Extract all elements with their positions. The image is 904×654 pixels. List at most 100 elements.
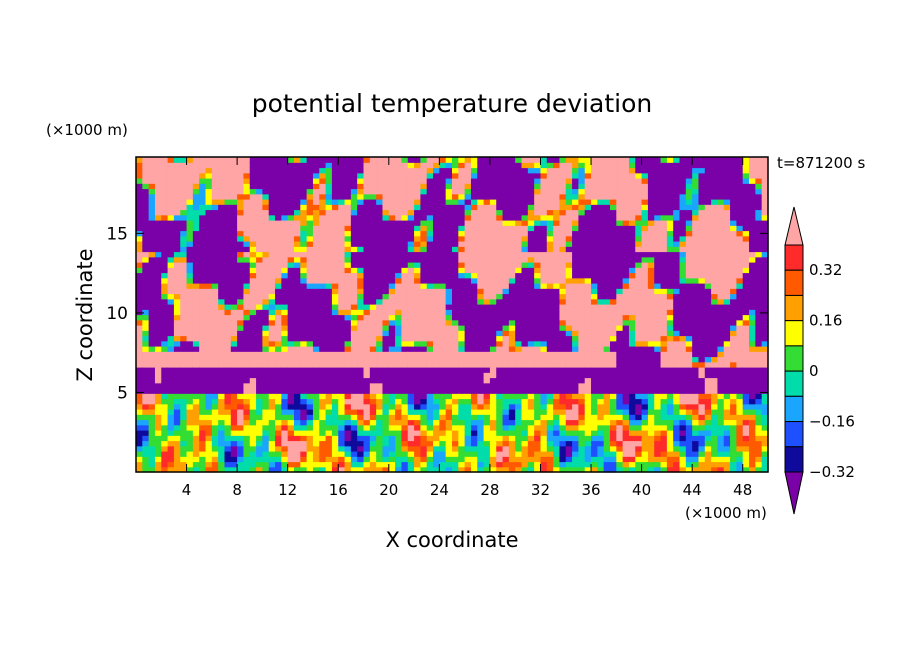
heatmap-cell bbox=[331, 277, 339, 284]
heatmap-cell bbox=[325, 246, 333, 253]
heatmap-cell bbox=[521, 183, 529, 190]
heatmap-cell bbox=[572, 424, 579, 431]
heatmap-cell bbox=[515, 461, 523, 468]
heatmap-cell bbox=[319, 230, 327, 237]
heatmap-cell bbox=[559, 288, 567, 295]
heatmap-cell bbox=[477, 288, 485, 295]
heatmap-cell bbox=[211, 325, 219, 331]
heatmap-cell bbox=[357, 388, 365, 394]
heatmap-cell bbox=[553, 235, 561, 242]
heatmap-cell bbox=[363, 451, 371, 457]
heatmap-cell bbox=[521, 319, 529, 326]
heatmap-cell bbox=[445, 351, 453, 358]
heatmap-cell bbox=[249, 256, 257, 263]
heatmap-cell bbox=[161, 167, 169, 174]
heatmap-cell bbox=[256, 225, 263, 232]
heatmap-cell bbox=[262, 346, 270, 352]
heatmap-cell bbox=[395, 424, 403, 431]
heatmap-cell bbox=[439, 225, 447, 232]
heatmap-cell bbox=[173, 162, 181, 169]
heatmap-cell bbox=[439, 382, 447, 389]
heatmap-cell bbox=[521, 314, 529, 321]
heatmap-cell bbox=[186, 325, 194, 331]
heatmap-cell bbox=[382, 230, 390, 237]
heatmap-cell bbox=[148, 262, 156, 268]
heatmap-cell bbox=[496, 335, 504, 342]
heatmap-cell bbox=[546, 262, 554, 268]
heatmap-cell bbox=[148, 304, 156, 310]
heatmap-cell bbox=[376, 162, 384, 169]
heatmap-cell bbox=[237, 267, 245, 274]
heatmap-cell bbox=[173, 398, 181, 405]
heatmap-cell bbox=[496, 298, 504, 305]
heatmap-cell bbox=[325, 298, 333, 305]
heatmap-cell bbox=[496, 430, 504, 436]
heatmap-cell bbox=[616, 267, 624, 274]
heatmap-cell bbox=[641, 351, 649, 358]
heatmap-cell bbox=[477, 456, 485, 463]
heatmap-cell bbox=[439, 214, 447, 221]
heatmap-cell bbox=[395, 178, 403, 184]
heatmap-cell bbox=[148, 162, 156, 169]
heatmap-cell bbox=[306, 256, 314, 263]
heatmap-cell bbox=[584, 230, 592, 237]
heatmap-cell bbox=[603, 419, 611, 426]
heatmap-cell bbox=[420, 325, 428, 331]
heatmap-cell bbox=[527, 445, 535, 452]
heatmap-cell bbox=[376, 193, 384, 200]
heatmap-cell bbox=[211, 298, 219, 305]
heatmap-cell bbox=[161, 272, 169, 279]
heatmap-cell bbox=[483, 346, 491, 352]
heatmap-cell bbox=[489, 209, 497, 216]
heatmap-cell bbox=[325, 440, 333, 447]
heatmap-cell bbox=[496, 372, 504, 379]
heatmap-cell bbox=[426, 367, 434, 373]
heatmap-cell bbox=[136, 235, 143, 242]
heatmap-cell bbox=[161, 461, 169, 468]
heatmap-cell bbox=[395, 461, 403, 468]
heatmap-cell bbox=[186, 367, 194, 373]
heatmap-cell bbox=[331, 319, 339, 326]
heatmap-cell bbox=[180, 403, 188, 410]
heatmap-cell bbox=[218, 277, 226, 284]
heatmap-cell bbox=[142, 409, 150, 415]
heatmap-cell bbox=[180, 393, 188, 400]
heatmap-cell bbox=[502, 367, 510, 373]
heatmap-cell bbox=[559, 230, 567, 237]
heatmap-cell bbox=[199, 204, 207, 211]
heatmap-cell bbox=[553, 162, 561, 169]
heatmap-cell bbox=[464, 277, 472, 284]
heatmap-cell bbox=[382, 319, 390, 326]
heatmap-cell bbox=[445, 204, 453, 211]
heatmap-cell bbox=[243, 183, 251, 190]
heatmap-cell bbox=[559, 335, 567, 342]
heatmap-cell bbox=[161, 293, 169, 300]
heatmap-cell bbox=[294, 209, 301, 216]
heatmap-cell bbox=[610, 162, 617, 169]
heatmap-cell bbox=[521, 298, 529, 305]
heatmap-cell bbox=[540, 272, 548, 279]
heatmap-cell bbox=[180, 293, 188, 300]
heatmap-cell bbox=[357, 335, 365, 342]
heatmap-cell bbox=[243, 466, 251, 473]
heatmap-cell bbox=[610, 241, 617, 247]
heatmap-cell bbox=[433, 340, 440, 347]
heatmap-cell bbox=[224, 230, 232, 237]
heatmap-cell bbox=[369, 225, 377, 232]
heatmap-cell bbox=[376, 199, 384, 205]
heatmap-cell bbox=[300, 451, 308, 457]
heatmap-cell bbox=[230, 288, 238, 295]
heatmap-cell bbox=[433, 241, 440, 247]
heatmap-cell bbox=[224, 388, 232, 394]
heatmap-cell bbox=[591, 456, 598, 463]
heatmap-cell bbox=[508, 419, 516, 426]
heatmap-cell bbox=[616, 220, 624, 226]
heatmap-cell bbox=[414, 178, 421, 184]
heatmap-cell bbox=[180, 309, 188, 316]
heatmap-cell bbox=[180, 178, 188, 184]
heatmap-cell bbox=[433, 456, 440, 463]
heatmap-cell bbox=[433, 272, 440, 279]
heatmap-cell bbox=[483, 393, 491, 400]
heatmap-cell bbox=[616, 304, 624, 310]
heatmap-cell bbox=[369, 157, 377, 163]
